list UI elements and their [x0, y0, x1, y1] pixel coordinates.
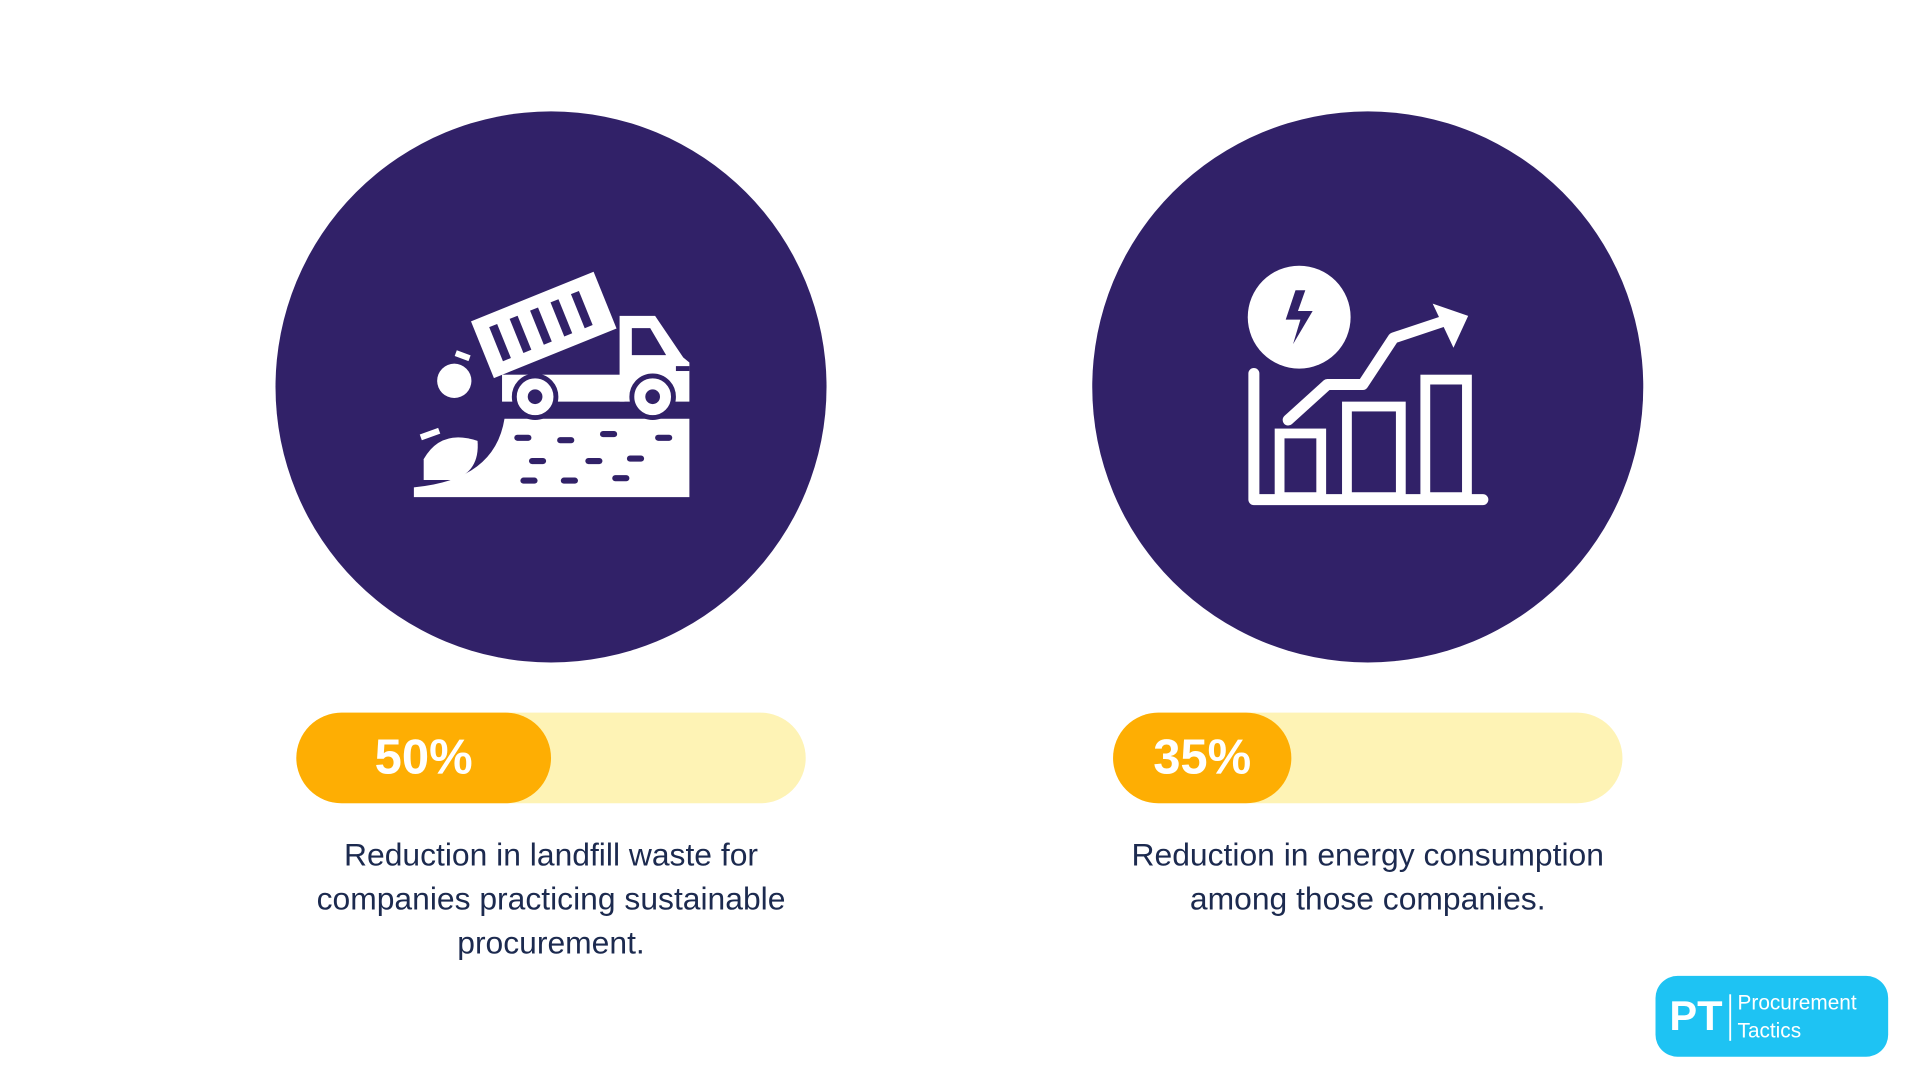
progress-fill — [1113, 712, 1292, 804]
logo-initials: PT — [1669, 992, 1722, 1039]
description: procurement. — [457, 925, 645, 961]
stats: 50% Reduction in landfill waste for compan… — [296, 712, 1623, 961]
logo-badge — [1655, 975, 1889, 1057]
logo: PT Procurement Tactics — [1655, 975, 1889, 1057]
landfill-icon — [275, 111, 827, 663]
logo-name: Tactics — [1738, 1020, 1802, 1043]
percent-label: 50% — [375, 730, 473, 784]
progress-fill — [296, 712, 552, 804]
description: companies practicing sustainable — [317, 881, 786, 917]
logo-name: Procurement — [1738, 992, 1857, 1015]
description: Reduction in energy consumption — [1132, 837, 1604, 873]
description: Reduction in landfill waste for — [344, 837, 758, 873]
percent-label: 35% — [1153, 730, 1251, 784]
energy-icon — [1092, 111, 1644, 663]
description: among those companies. — [1190, 881, 1546, 917]
